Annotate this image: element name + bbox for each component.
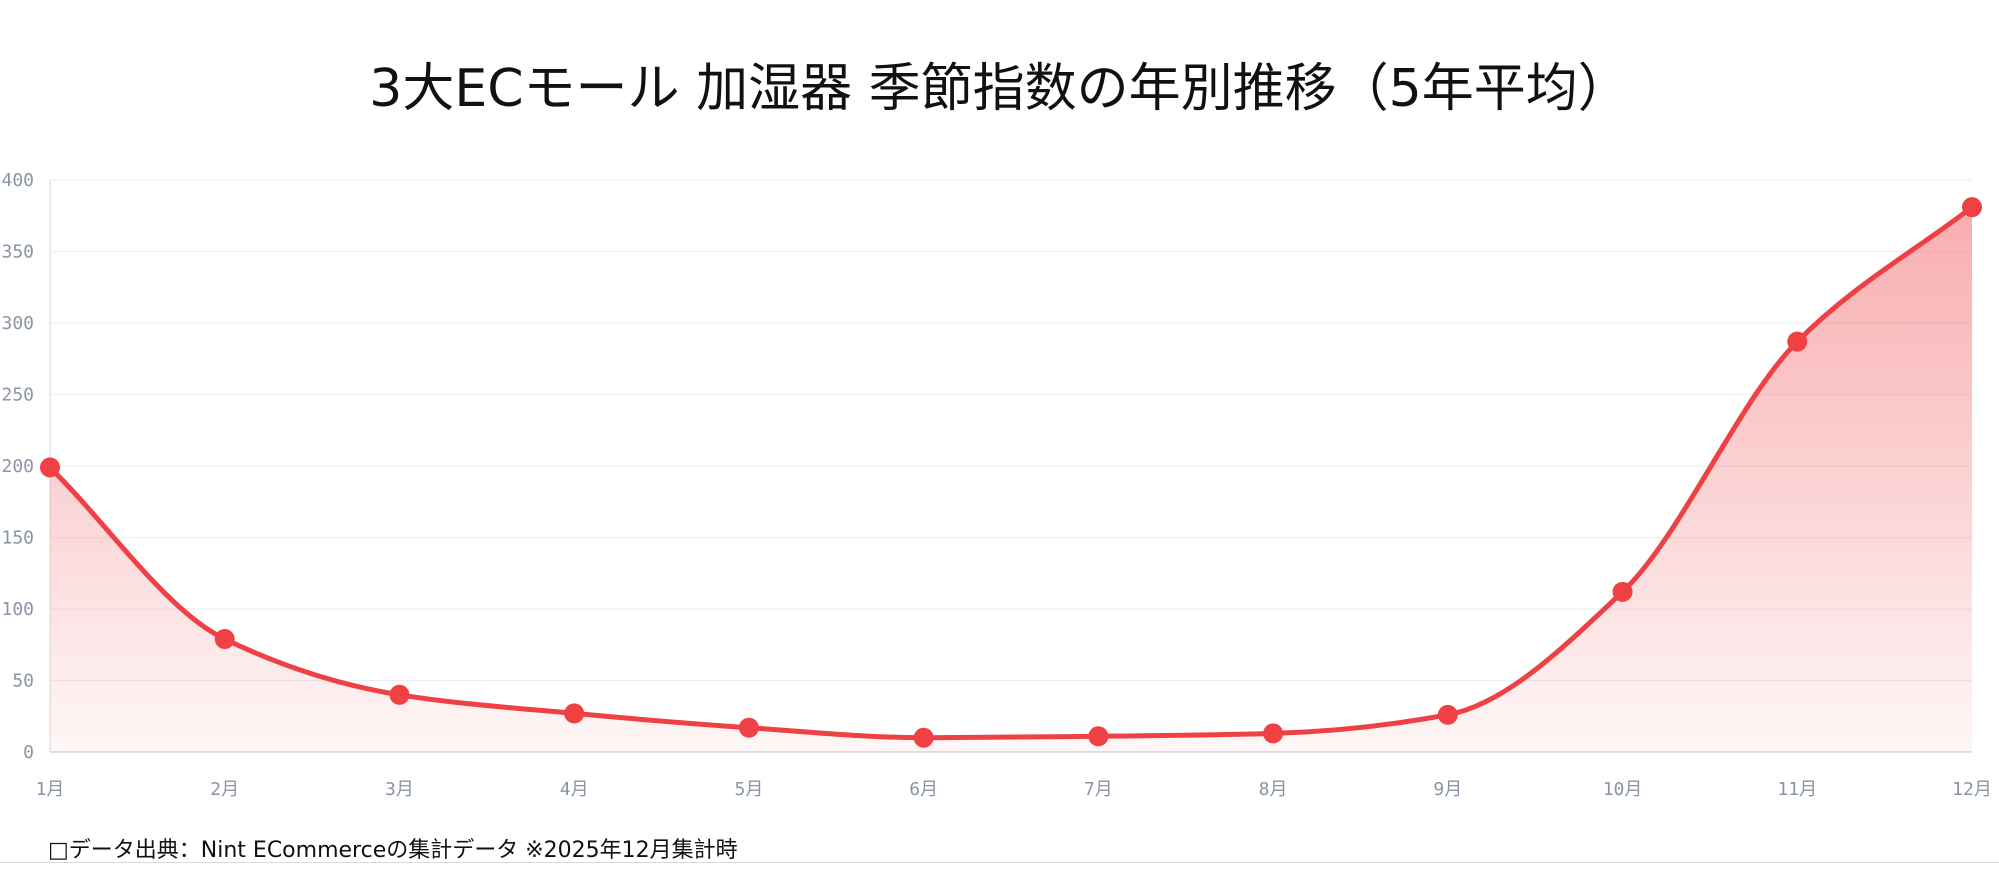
y-tick-label-100: 100 xyxy=(1,599,34,620)
series-area-fill xyxy=(50,207,1972,753)
x-tick-label-5: 5月 xyxy=(734,779,763,800)
y-tick-label-150: 150 xyxy=(1,528,34,549)
area-layer xyxy=(50,207,1972,753)
x-tick-label-4: 4月 xyxy=(560,779,589,800)
chart-title: 3大ECモール 加湿器 季節指数の年別推移（5年平均） xyxy=(369,59,1630,119)
data-point-3 xyxy=(389,684,410,705)
x-tick-label-7: 7月 xyxy=(1084,779,1113,800)
y-tick-label-350: 350 xyxy=(1,242,34,263)
data-point-7 xyxy=(1088,726,1109,747)
x-tick-label-8: 8月 xyxy=(1259,779,1288,800)
data-point-8 xyxy=(1263,723,1284,744)
y-tick-label-250: 250 xyxy=(1,385,34,406)
x-tick-label-10: 10月 xyxy=(1603,779,1643,800)
source-note: □データ出典：Nint ECommerceの集計データ ※2025年12月集計時 xyxy=(48,838,738,863)
y-tick-label-400: 400 xyxy=(1,170,34,191)
label-layer: 0 50 100 150 200 250 300 350 400 1月 2月 3月 4月 5月 6月 7月 8月… xyxy=(1,170,1991,800)
data-point-12 xyxy=(1962,197,1982,218)
x-tick-label-12: 12月 xyxy=(1952,779,1992,800)
data-point-2 xyxy=(214,629,235,650)
y-tick-label-50: 50 xyxy=(12,671,34,692)
data-point-11 xyxy=(1787,331,1808,352)
y-tick-label-300: 300 xyxy=(1,313,34,334)
x-tick-label-1: 1月 xyxy=(36,779,65,800)
y-tick-label-0: 0 xyxy=(23,742,34,763)
y-tick-label-200: 200 xyxy=(1,456,34,477)
point-layer xyxy=(40,197,1982,748)
x-tick-label-3: 3月 xyxy=(385,779,414,800)
x-tick-label-9: 9月 xyxy=(1433,779,1462,800)
data-point-1 xyxy=(40,457,60,478)
data-point-6 xyxy=(913,727,934,748)
data-point-5 xyxy=(738,717,759,738)
x-tick-label-2: 2月 xyxy=(210,779,239,800)
x-tick-label-6: 6月 xyxy=(909,779,938,800)
x-tick-label-11: 11月 xyxy=(1777,779,1817,800)
data-point-9 xyxy=(1437,704,1458,725)
series-line xyxy=(47,204,1975,741)
data-point-4 xyxy=(564,703,585,724)
grid-layer xyxy=(50,179,1972,682)
chart-svg: 0 50 100 150 200 250 300 350 400 1月 2月 3月 4月 5月 6月 7月 8月… xyxy=(1,170,1991,800)
bottom-divider xyxy=(0,862,1999,863)
data-point-10 xyxy=(1612,581,1633,602)
line-layer xyxy=(47,204,1975,741)
